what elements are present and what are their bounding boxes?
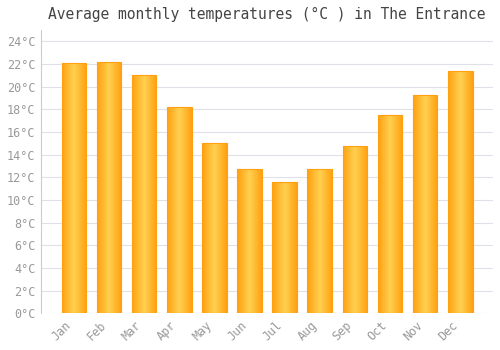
- Title: Average monthly temperatures (°C ) in The Entrance: Average monthly temperatures (°C ) in Th…: [48, 7, 486, 22]
